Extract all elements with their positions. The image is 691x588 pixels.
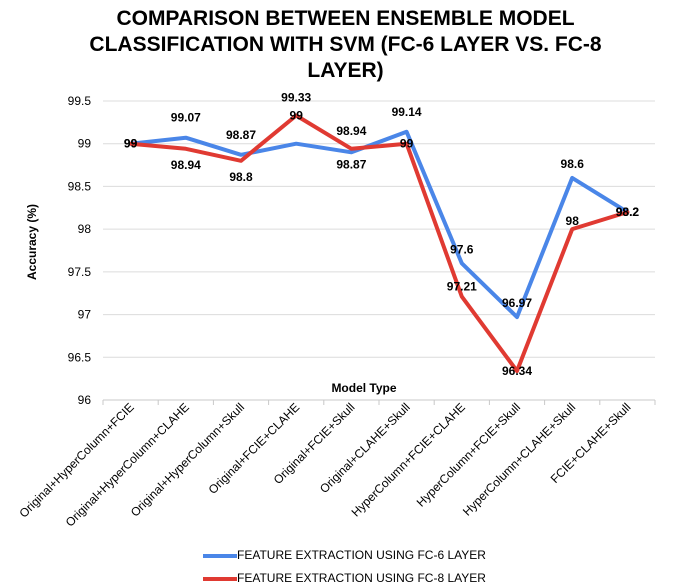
- series-lines: [128, 113, 630, 373]
- data-label: 98.2: [616, 205, 640, 219]
- y-tick-label: 98.5: [68, 179, 92, 193]
- chart-title-line-1: COMPARISON BETWEEN ENSEMBLE MODEL: [116, 7, 575, 30]
- x-tick-label: HyperColumn+FCIE+CLAHE: [349, 400, 468, 519]
- x-tick-label: HyperColumn+CLAHE+Skull: [460, 400, 578, 518]
- data-label: 98.94: [171, 158, 201, 172]
- x-tick-label: Original+HyperColumn+FCIE: [16, 400, 136, 520]
- legend-item-fc6: FEATURE EXTRACTION USING FC-6 LAYER: [203, 548, 543, 564]
- y-tick-label: 99.5: [68, 94, 92, 108]
- series-line-fc6: [128, 129, 630, 320]
- data-label: 98.2: [616, 205, 640, 219]
- data-label: 97.21: [447, 280, 477, 294]
- data-label: 99: [290, 109, 304, 123]
- data-label: 98.8: [229, 170, 253, 184]
- y-tick-label: 98: [78, 222, 92, 236]
- legend-swatch-fc6: [203, 554, 237, 558]
- data-label: 97.6: [450, 242, 474, 256]
- y-axis-ticks: 96 96.5 97 97.5 98 98.5 99 99.5: [68, 94, 92, 407]
- legend-label-fc6: FEATURE EXTRACTION USING FC-6 LAYER: [237, 548, 486, 562]
- y-tick-label: 99: [78, 137, 92, 151]
- x-tick-label: Original+HyperColumn+Skull: [128, 400, 247, 519]
- data-label: 99.07: [171, 111, 201, 125]
- chart-title: COMPARISON BETWEEN ENSEMBLE MODEL CLASSI…: [0, 6, 691, 84]
- y-axis-label: Accuracy (%): [25, 204, 39, 280]
- data-label: 96.34: [502, 364, 532, 378]
- data-label: 98.87: [336, 157, 366, 171]
- y-tick-label: 96: [78, 393, 92, 407]
- x-tick-label: Original+FCIE+CLAHE: [206, 400, 303, 497]
- x-tick-label: HyperColumn+FCIE+Skull: [414, 400, 523, 509]
- x-axis-ticks: Original+HyperColumn+FCIEOriginal+HyperC…: [16, 400, 633, 529]
- chart-title-line-3: LAYER): [307, 59, 384, 82]
- x-tick-label: Original+CLAHE+Skull: [317, 400, 413, 496]
- legend-swatch-fc8: [203, 577, 237, 581]
- data-label: 98: [566, 214, 580, 228]
- data-label: 96.97: [502, 296, 532, 310]
- gridlines: [102, 100, 656, 405]
- legend-label-fc8: FEATURE EXTRACTION USING FC-8 LAYER: [237, 571, 486, 585]
- data-labels: 99 99.07 98.87 99 99.14 97.6 96.97 98.6 98.2 99 98…: [124, 91, 639, 378]
- data-label: 98.94: [336, 124, 366, 138]
- data-label: 98.87: [226, 128, 256, 142]
- data-label: 99.33: [281, 91, 311, 105]
- data-label: 99: [124, 137, 138, 151]
- y-tick-label: 97.5: [68, 265, 92, 279]
- y-tick-label: 96.5: [68, 350, 92, 364]
- data-label: 98.6: [561, 157, 585, 171]
- chart-title-line-2: CLASSIFICATION WITH SVM (FC-6 LAYER VS. …: [89, 33, 602, 56]
- legend-item-fc8: FEATURE EXTRACTION USING FC-8 LAYER: [203, 571, 543, 587]
- y-tick-label: 97: [78, 308, 92, 322]
- series-line-fc8: [128, 113, 630, 373]
- data-label: 99: [124, 137, 138, 151]
- x-axis-label: Model Type: [331, 381, 396, 395]
- data-label: 99: [400, 137, 414, 151]
- data-label: 99.14: [392, 105, 422, 119]
